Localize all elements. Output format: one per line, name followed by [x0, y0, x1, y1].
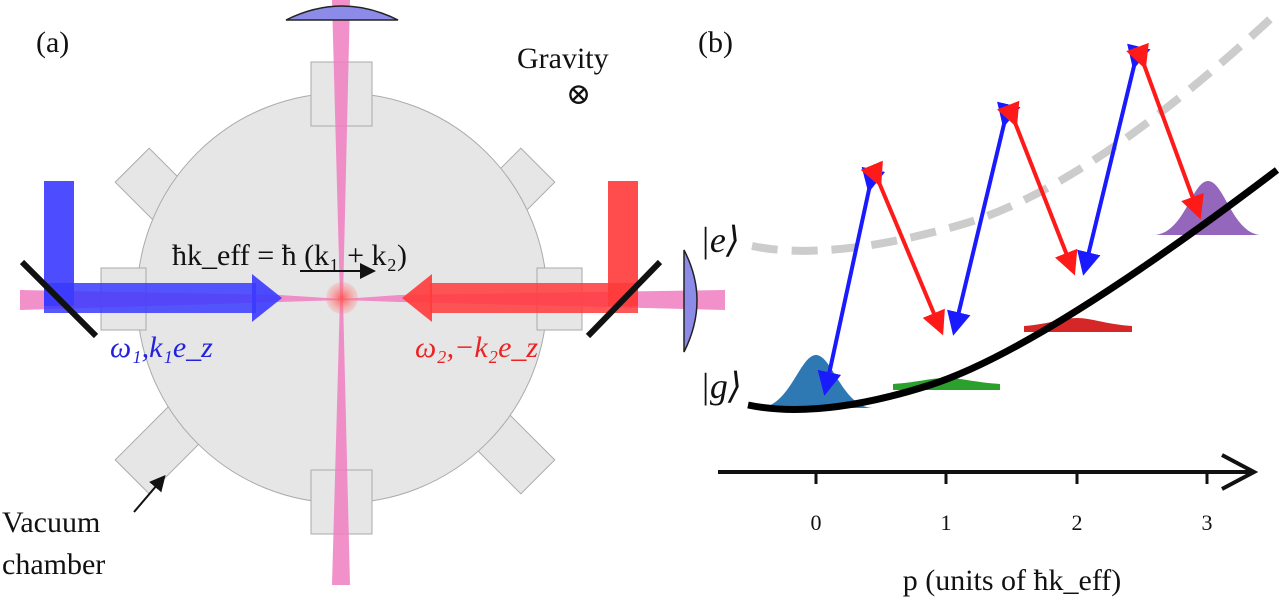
momentum-equation: ħk_eff = ħ (k₁ + k₂) [172, 239, 407, 272]
excited-state-curve [751, 7, 1280, 255]
transition-arrow [996, 100, 1078, 276]
tick-label: 0 [811, 510, 822, 535]
gravity-label: Gravity [517, 42, 609, 75]
wavepacket-p3 [1155, 181, 1260, 235]
ground-state-label: |g⟩ [700, 366, 742, 406]
chamber-label-line2: chamber [2, 548, 105, 581]
chamber-pointer-arrow [133, 474, 166, 513]
atom-cloud [326, 282, 358, 314]
beam-1-label: ω₁,k₁e_z [110, 331, 213, 364]
transition-arrow [947, 101, 1021, 336]
axis-arrowhead [1221, 453, 1259, 491]
transition-arrow [1077, 43, 1151, 276]
gravity-into-page-icon: ⊗ [566, 78, 591, 111]
transition-arrow [1126, 42, 1204, 220]
wavepacket-p0 [760, 355, 872, 408]
right-lens [683, 249, 698, 353]
panel-a-label: (a) [36, 26, 69, 59]
tick-label: 1 [941, 510, 952, 535]
chamber-label-line1: Vacuum [2, 506, 100, 539]
top-lens [285, 5, 399, 21]
x-axis-label: p (units of ħk_eff) [903, 564, 1122, 597]
axis-ticks [814, 472, 1209, 484]
panel-a: (a) [2, 0, 725, 585]
tick-label: 3 [1202, 510, 1213, 535]
transition-arrows [817, 42, 1204, 396]
excited-state-label: |e⟩ [700, 220, 740, 260]
panel-b-label: (b) [698, 26, 733, 59]
panel-b: (b) |e⟩ |g⟩ 0 1 2 [698, 7, 1280, 597]
left-mirror [19, 259, 99, 339]
ground-state-curve [747, 167, 1280, 413]
right-mirror [585, 259, 663, 339]
beam-2 [402, 181, 638, 322]
transition-arrow [817, 166, 886, 396]
beam-2-label: ω₂,−k₂e_z [415, 331, 538, 364]
transition-arrow [860, 160, 945, 336]
tick-label: 2 [1072, 510, 1083, 535]
